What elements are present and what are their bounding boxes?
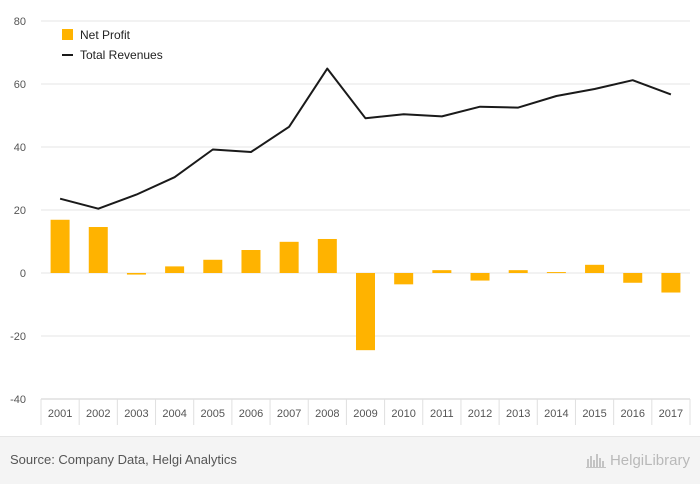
legend-label-net-profit: Net Profit [80,28,131,42]
total-revenues-line-group [60,68,671,208]
x-tick-label-2003: 2003 [124,408,148,420]
net-profit-bar-2006 [241,250,260,273]
y-tick-label: -20 [10,331,26,343]
combo-chart: 80 60 40 20 0 -20 -40 2001 2002 2003 2004 2005 2006… [0,0,700,436]
source-note: Source: Company Data, Helgi Analytics [10,452,237,467]
net-profit-bar-2011 [432,270,451,273]
x-tick-label-2013: 2013 [506,408,530,420]
x-tick-label-2015: 2015 [582,408,606,420]
x-tick-label-2016: 2016 [620,408,644,420]
x-tick-label-2012: 2012 [468,408,492,420]
x-tick-label-2007: 2007 [277,408,301,420]
x-axis: 2001 2002 2003 2004 2005 2006 2007 2008 2009 2010… [41,399,690,425]
net-profit-bar-2003 [127,273,146,275]
net-profit-bar-2016 [623,273,642,283]
y-tick-label: -40 [10,394,26,406]
brand-logo: HelgiLibrary [586,449,690,471]
net-profit-bar-2004 [165,266,184,273]
net-profit-bar-2008 [318,239,337,273]
net-profit-bars [51,220,681,350]
total-revenues-line [60,69,671,209]
x-tick-label-2001: 2001 [48,408,72,420]
legend-swatch-net-profit [62,29,73,40]
net-profit-bar-2009 [356,273,375,350]
net-profit-bar-2017 [661,273,680,293]
net-profit-bar-2012 [471,273,490,281]
net-profit-bar-2001 [51,220,70,273]
y-tick-label: 60 [14,79,26,91]
net-profit-bar-2005 [203,260,222,273]
x-tick-label-2011: 2011 [430,408,454,420]
net-profit-bar-2007 [280,242,299,273]
y-axis-tick-labels: 80 60 40 20 0 -20 -40 [10,16,26,406]
net-profit-bar-2014 [547,272,566,273]
net-profit-bar-2013 [509,270,528,273]
y-tick-label: 80 [14,16,26,28]
y-tick-label: 20 [14,205,26,217]
x-tick-label-2006: 2006 [239,408,263,420]
x-tick-label-2008: 2008 [315,408,339,420]
y-tick-label: 0 [20,268,26,280]
y-tick-label: 40 [14,142,26,154]
x-tick-label-2002: 2002 [86,408,110,420]
footer: Source: Company Data, Helgi Analytics He… [0,436,700,484]
net-profit-bar-2002 [89,227,108,273]
x-tick-label-2014: 2014 [544,408,568,420]
net-profit-bar-2010 [394,273,413,284]
x-tick-label-2010: 2010 [391,408,415,420]
x-tick-label-2004: 2004 [162,408,186,420]
library-icon [586,452,606,468]
legend-label-total-revenues: Total Revenues [80,48,163,62]
net-profit-bar-2015 [585,265,604,273]
x-tick-label-2017: 2017 [659,408,683,420]
x-tick-label-2005: 2005 [201,408,225,420]
legend: Net Profit Total Revenues [62,28,163,62]
brand-name: HelgiLibrary [610,452,690,469]
x-tick-label-2009: 2009 [353,408,377,420]
